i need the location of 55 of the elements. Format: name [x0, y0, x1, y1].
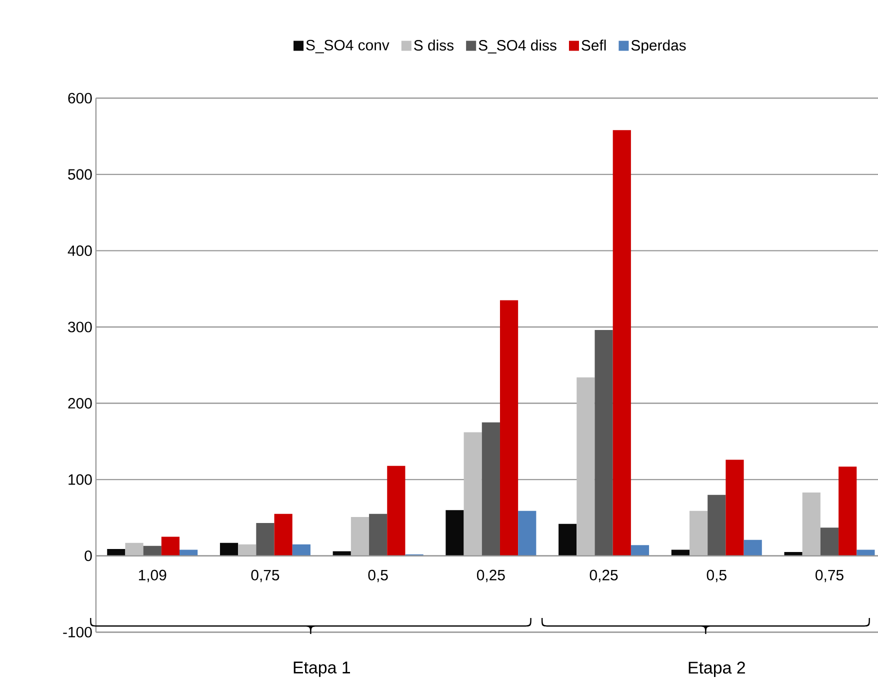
bar: [558, 524, 577, 556]
x-tick-label: 0,75: [816, 570, 844, 582]
bar: [690, 510, 708, 556]
text: Etapa 1: [294, 662, 350, 677]
x-tick-label: 0,25: [590, 570, 618, 582]
bar: [238, 544, 256, 556]
x-tick-label: 1,09: [138, 570, 166, 582]
y-tick-label: 600: [68, 92, 92, 104]
bar: [630, 545, 650, 556]
x-tick-label: 0,75: [251, 570, 280, 582]
bar: [784, 552, 802, 556]
bar: [820, 528, 839, 556]
bar: [464, 432, 482, 556]
bar: [671, 550, 690, 556]
bar: [220, 542, 238, 556]
legend-label: S_SO4 diss: [478, 40, 556, 54]
bar: [612, 130, 631, 556]
y-tick-label: 0: [84, 550, 92, 562]
y-tick-label: 400: [68, 245, 92, 256]
bar: [292, 544, 310, 556]
x-tick-label: 0,25: [476, 570, 505, 582]
y-tick-label: 300: [68, 322, 92, 332]
legend-label: Sefl: [582, 40, 606, 51]
legend-label: Sperdas: [631, 40, 686, 54]
bar: [838, 466, 857, 556]
bar: [802, 492, 820, 556]
x-tick-label: 0,5: [368, 570, 388, 582]
bar: [576, 377, 595, 556]
y-tick-label: 500: [68, 169, 92, 180]
bar: [446, 510, 464, 556]
bar: [482, 422, 500, 556]
y-tick-label: -100: [63, 626, 92, 638]
bar: [518, 510, 536, 556]
bar: [708, 494, 726, 556]
bar: [256, 523, 274, 556]
legend-label: S_SO4 conv: [306, 40, 390, 54]
bar: [744, 540, 762, 556]
y-tick-label: 100: [68, 474, 92, 485]
bar: [125, 542, 144, 556]
bar: [107, 548, 126, 556]
bar: [161, 536, 180, 556]
bar: [856, 550, 875, 556]
y-tick-label: 200: [68, 398, 92, 409]
bar: [594, 330, 613, 556]
legend-label: S diss: [414, 40, 454, 51]
bar: [387, 466, 406, 556]
bar: [274, 514, 292, 556]
bar: [369, 514, 388, 556]
bar: [350, 516, 370, 556]
x-tick-label: 0,5: [706, 570, 726, 582]
text: Etapa 2: [688, 662, 745, 677]
bar: [500, 300, 518, 556]
bar: [143, 546, 162, 556]
bar: [726, 460, 744, 556]
bar: [180, 550, 198, 556]
